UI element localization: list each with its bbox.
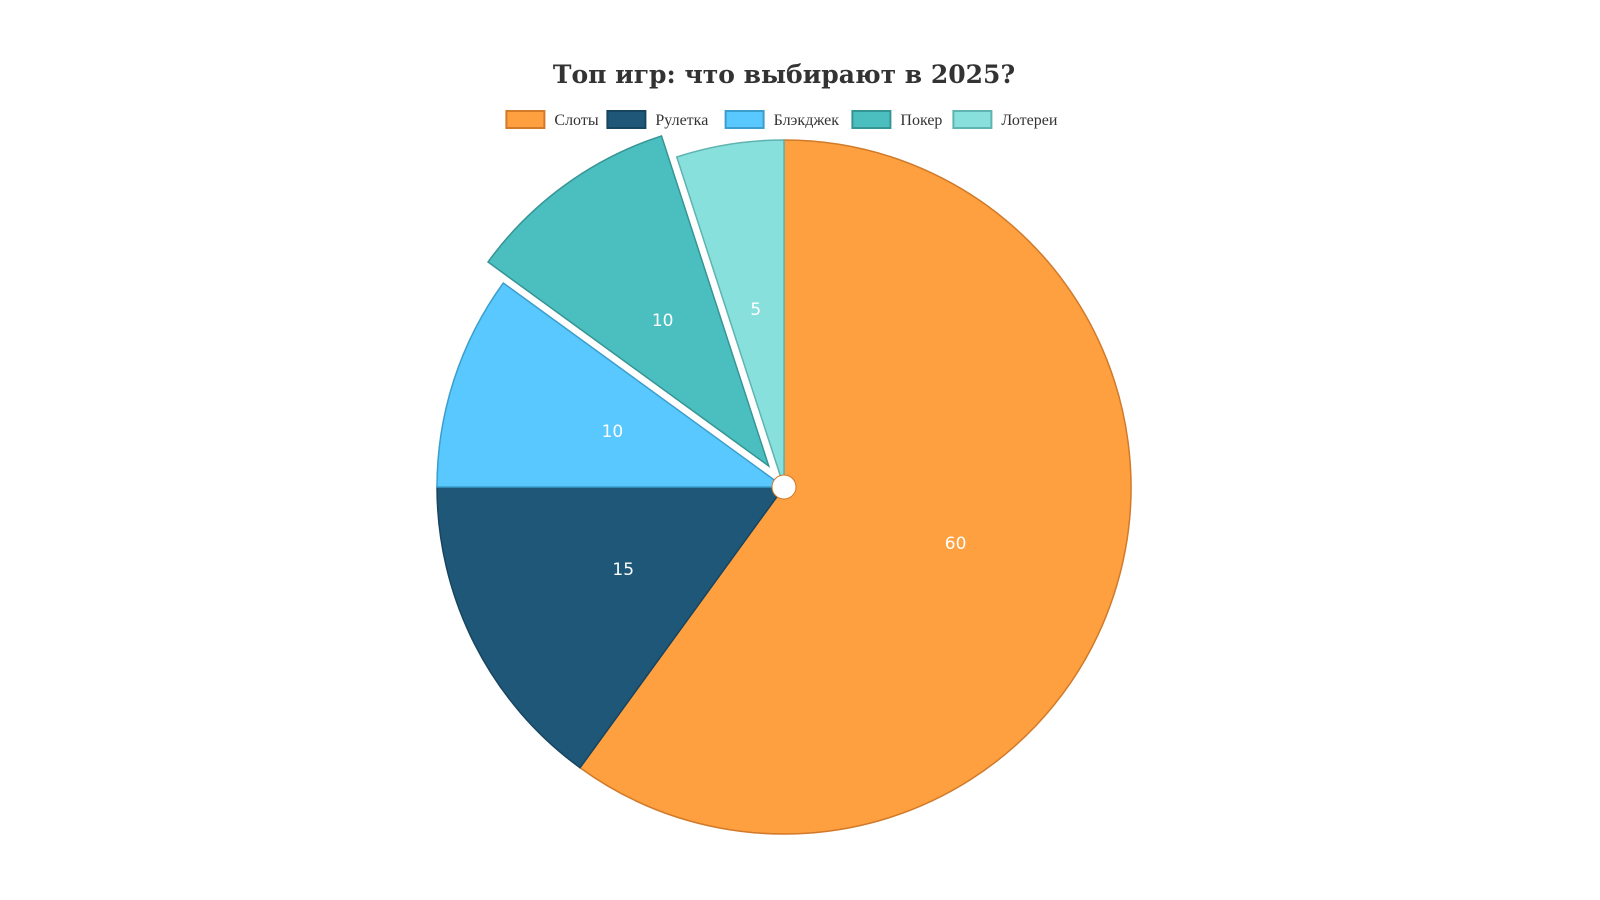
legend-item[interactable]: Лотереи (952, 110, 1058, 129)
legend-item[interactable]: Рулетка (606, 110, 708, 129)
legend-swatch (724, 110, 765, 129)
legend-item[interactable]: Слоты (505, 110, 599, 129)
legend-swatch (505, 110, 546, 129)
legend-label: Лотереи (1001, 112, 1057, 129)
pie-slices (436, 135, 1132, 835)
legend-swatch (851, 110, 892, 129)
legend-label: Покер (900, 112, 942, 129)
pie-slice-3[interactable] (486, 135, 771, 468)
data-labels: 60 15 10 10 5 (602, 300, 967, 580)
legend: Слоты Рулетка Блэкджек Покер Лотереи (505, 110, 1058, 129)
slice-value-label: 15 (612, 560, 634, 580)
legend-swatch (606, 110, 647, 129)
slice-value-label: 60 (945, 534, 967, 554)
slice-value-label: 5 (750, 300, 761, 320)
pie-slice-2[interactable] (436, 281, 787, 488)
legend-item[interactable]: Блэкджек (724, 110, 840, 129)
slice-value-label: 10 (602, 422, 624, 442)
chart-title: Топ игр: что выбирают в 2025? (553, 60, 1015, 89)
center-dot (771, 474, 797, 500)
legend-swatch (952, 110, 993, 129)
pie-slice-4[interactable] (675, 139, 785, 488)
legend-label: Блэкджек (774, 112, 840, 129)
legend-label: Слоты (554, 112, 598, 129)
legend-label: Рулетка (655, 112, 708, 129)
slice-value-label: 10 (652, 311, 674, 331)
legend-item[interactable]: Покер (851, 110, 942, 129)
pie-slice-1[interactable] (436, 486, 786, 769)
pie-slice-0[interactable] (578, 139, 1132, 835)
